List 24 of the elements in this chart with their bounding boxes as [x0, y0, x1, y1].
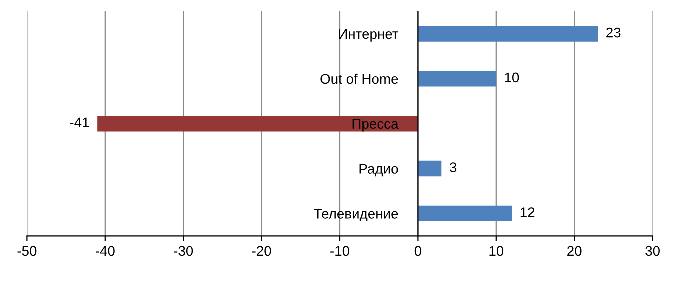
y-tick-label: Телевидение [314, 209, 398, 222]
y-tick-label: Пресса [352, 119, 399, 132]
y-tick-label: Интернет [339, 29, 399, 42]
bar [418, 160, 442, 177]
x-tick-label: -40 [96, 246, 115, 256]
bar [418, 71, 496, 87]
x-tick-label: -10 [330, 246, 350, 256]
x-tick-label: 30 [646, 246, 660, 256]
data-label: -41 [70, 118, 90, 128]
x-tick-label: 20 [568, 246, 582, 256]
x-tick-label: -50 [18, 246, 37, 256]
data-label: 23 [606, 28, 621, 38]
data-label: 12 [520, 208, 535, 218]
x-tick-label: 10 [490, 246, 504, 256]
x-tick-label: -20 [252, 246, 272, 256]
data-label: 3 [450, 162, 457, 172]
y-tick-label: Out of Home [320, 74, 398, 84]
bar [418, 206, 512, 222]
bar [418, 26, 598, 42]
x-tick-label: 0 [414, 246, 422, 256]
y-tick-label: Радио [360, 164, 398, 177]
data-label: 10 [505, 72, 520, 83]
x-tick-label: -30 [174, 246, 194, 256]
bar [98, 116, 418, 132]
